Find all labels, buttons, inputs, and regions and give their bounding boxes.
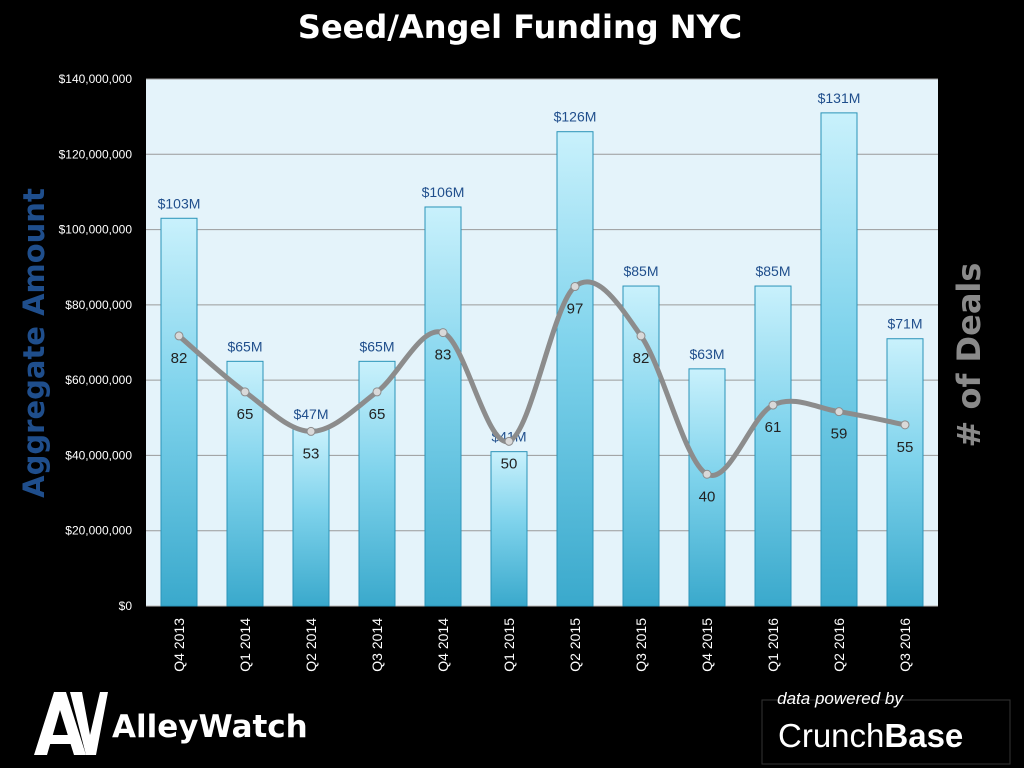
deal-count-label: 65: [237, 406, 254, 423]
y-tick-label: $20,000,000: [65, 524, 132, 538]
bar: [754, 285, 792, 607]
bar: [490, 451, 528, 607]
bar: [886, 338, 924, 607]
bar: [556, 131, 594, 607]
bar: [820, 112, 858, 607]
y-tick-label: $140,000,000: [59, 72, 133, 86]
bar: [688, 368, 726, 607]
deals-labels: 82 65 53 65 83 50 97 82 40 61 59 55: [171, 301, 914, 506]
bar-value-label: $47M: [293, 406, 328, 422]
x-tick-label: Q2 2014: [303, 618, 319, 672]
bar: [424, 206, 462, 607]
bar-value-label: $85M: [755, 263, 790, 279]
crunchbase-credit: data powered by CrunchBase: [761, 689, 1011, 765]
y-tick-label: $80,000,000: [65, 298, 132, 312]
y-tick-label: $60,000,000: [65, 373, 132, 387]
deal-count-label: 61: [765, 419, 782, 436]
bar: [160, 217, 198, 607]
deal-point: [702, 469, 712, 479]
x-tick-label: Q2 2015: [567, 618, 583, 672]
crunchbase-wordmark: CrunchBase: [778, 717, 963, 754]
y-axis: $0 $20,000,000 $40,000,000 $60,000,000 $80,0…: [59, 72, 133, 613]
deal-point: [834, 407, 844, 417]
bar: [226, 360, 264, 607]
deal-count-label: 53: [303, 445, 320, 462]
deals-points: [174, 282, 910, 479]
deal-count-label: 55: [897, 439, 914, 456]
chart-title: Seed/Angel Funding NYC: [298, 8, 742, 46]
x-tick-label: Q4 2013: [171, 618, 187, 672]
deal-count-label: 82: [171, 350, 188, 367]
deal-point: [174, 331, 184, 341]
bar-value-label: $106M: [422, 184, 465, 200]
crunchbase-part-a: Crunch: [778, 717, 884, 754]
y-tick-label: $40,000,000: [65, 448, 132, 462]
deal-point: [768, 400, 778, 410]
deal-point: [240, 387, 250, 397]
alleywatch-wordmark: AlleyWatch: [112, 709, 308, 745]
deal-count-label: 59: [831, 426, 848, 443]
bar-value-label: $65M: [359, 338, 394, 354]
x-tick-label: Q2 2016: [831, 618, 847, 672]
x-tick-label: Q1 2015: [501, 618, 517, 672]
deal-count-label: 83: [435, 347, 452, 364]
y-tick-label: $0: [119, 599, 133, 613]
deal-point: [306, 426, 316, 436]
x-tick-label: Q3 2015: [633, 618, 649, 672]
bar-value-label: $71M: [887, 316, 922, 332]
bar-value-label: $65M: [227, 338, 262, 354]
bar-value-label: $126M: [554, 109, 597, 125]
credit-text: data powered by: [777, 689, 904, 708]
bar-value-label: $131M: [818, 90, 861, 106]
x-tick-label: Q4 2015: [699, 618, 715, 672]
y-axis-title: Aggregate Amount: [17, 188, 51, 498]
y-tick-label: $120,000,000: [59, 147, 133, 161]
plot-area: [146, 79, 938, 606]
deal-point: [372, 387, 382, 397]
bar: [358, 360, 396, 607]
deal-count-label: 40: [699, 488, 716, 505]
x-tick-label: Q4 2014: [435, 618, 451, 672]
deal-count-label: 50: [501, 455, 518, 472]
deal-point: [570, 282, 580, 292]
bars: [160, 112, 924, 607]
grid-lines: [146, 78, 938, 607]
deal-point: [636, 331, 646, 341]
crunchbase-part-b: Base: [884, 717, 963, 754]
y2-axis-title: # of Deals: [950, 263, 988, 448]
deal-count-label: 82: [633, 350, 650, 367]
x-tick-label: Q1 2014: [237, 618, 253, 672]
bar-value-label: $85M: [623, 263, 658, 279]
x-tick-label: Q3 2016: [897, 618, 913, 672]
alleywatch-mark-icon: [34, 692, 108, 755]
crunchbase-box: [761, 699, 1011, 765]
x-tick-label: Q3 2014: [369, 618, 385, 672]
bar-value-label: $63M: [689, 346, 724, 362]
x-tick-label: Q1 2016: [765, 618, 781, 672]
deal-count-label: 97: [567, 301, 584, 318]
y-tick-label: $100,000,000: [59, 223, 133, 237]
alleywatch-logo: AlleyWatch: [34, 692, 308, 755]
bar-value-label: $103M: [158, 195, 201, 211]
deal-point: [504, 436, 514, 446]
deal-point: [900, 420, 910, 430]
x-axis: Q4 2013 Q1 2014 Q2 2014 Q3 2014 Q4 2014 Q1 20…: [171, 618, 913, 672]
deal-point: [438, 328, 448, 338]
deal-count-label: 65: [369, 406, 386, 423]
